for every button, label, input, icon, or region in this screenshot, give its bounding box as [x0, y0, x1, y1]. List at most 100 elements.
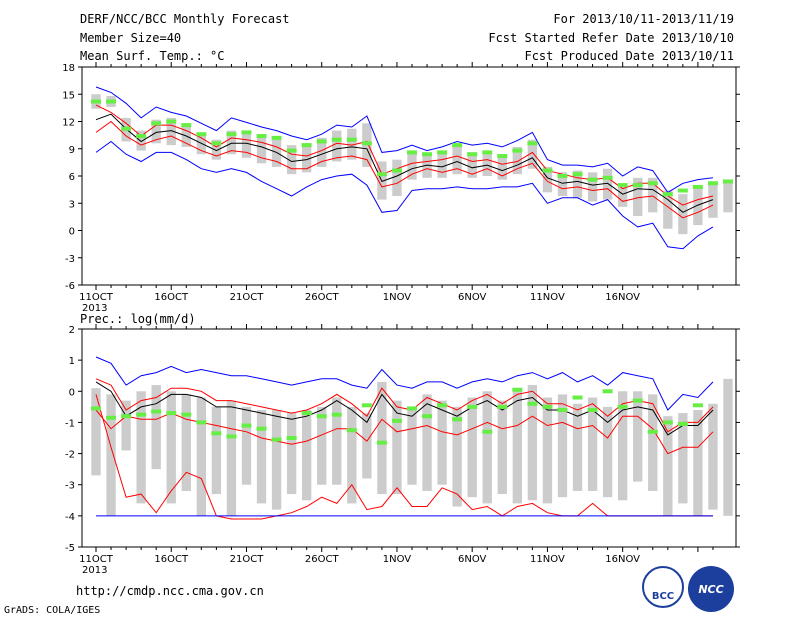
prec-box — [286, 413, 297, 495]
temp-box — [512, 146, 522, 175]
temp-box — [618, 183, 628, 207]
temp-box — [587, 172, 598, 202]
prec-box — [226, 400, 237, 516]
temp-ytick-label: 9 — [69, 145, 75, 156]
temp-box — [256, 134, 267, 164]
prec-box — [317, 406, 327, 485]
temp-obs-marker — [557, 174, 568, 178]
prec-obs-marker — [241, 423, 252, 428]
temp-box — [286, 145, 297, 175]
prec-box — [648, 394, 658, 491]
prec-box — [362, 413, 372, 479]
prec-xtick-label: 16NOV — [605, 554, 640, 565]
temp-box — [557, 172, 568, 196]
temp-ytick-label: 15 — [62, 90, 75, 101]
temp-box — [497, 154, 507, 180]
prec-xtick-label: 21OCT — [230, 554, 265, 565]
temp-ytick-label: 12 — [62, 118, 75, 129]
temp-box — [467, 152, 477, 178]
temp-box — [226, 130, 237, 155]
prec-box — [723, 378, 733, 516]
temp-obs-marker — [286, 148, 297, 153]
temp-box — [602, 168, 613, 200]
temp-obs-marker — [331, 137, 342, 142]
temp-obs-marker — [497, 154, 508, 159]
temp-obs-marker — [542, 168, 553, 173]
temp-obs-marker — [226, 132, 237, 137]
prec-ytick-label: -1 — [65, 418, 75, 429]
temp-obs-marker — [707, 181, 718, 186]
prec-box — [302, 409, 312, 501]
temp-obs-marker — [572, 172, 583, 177]
prec-box — [633, 391, 643, 482]
temp-obs-marker — [452, 143, 463, 148]
prec-obs-marker — [196, 420, 207, 425]
prec-box — [467, 397, 477, 498]
prec-obs-marker — [632, 398, 643, 403]
prec-box — [136, 391, 146, 504]
prec-obs-marker — [91, 406, 101, 411]
temp-box — [693, 186, 703, 226]
temp-obs-marker — [151, 121, 162, 126]
temp-xtick-label: 16OCT — [154, 292, 189, 303]
prec-obs-marker — [316, 414, 327, 419]
prec-box — [181, 394, 191, 491]
temp-obs-marker — [376, 172, 387, 177]
temp-obs-marker — [346, 137, 357, 142]
temp-box — [302, 143, 312, 173]
prec-box — [512, 391, 522, 504]
prec-box — [602, 406, 613, 498]
temp-box — [708, 183, 718, 218]
prec-xtick-label: 11NOV — [530, 554, 565, 565]
temp-ytick-label: 6 — [69, 172, 75, 183]
prec-box — [663, 416, 673, 516]
prec-frame — [81, 328, 737, 548]
temp-ytick-label: -3 — [65, 254, 75, 265]
temp-obs-marker — [602, 175, 613, 180]
prec-ytick-label: 0 — [69, 387, 75, 398]
prec-obs-marker — [391, 418, 402, 423]
prec-obs-marker — [692, 403, 703, 408]
prec-box — [437, 400, 447, 485]
temp-obs-marker — [512, 148, 523, 153]
temp-ytick-label: -6 — [65, 281, 75, 292]
prec-obs-marker — [121, 414, 132, 419]
temp-box — [317, 137, 327, 167]
prec-xtick-label: 16OCT — [154, 554, 189, 565]
temp-obs-marker — [256, 134, 267, 139]
prec-box — [241, 406, 252, 485]
temp-box — [527, 139, 538, 169]
temp-box — [407, 150, 417, 180]
temp-xtick-label: 11NOV — [530, 292, 565, 303]
prec-obs-marker — [361, 403, 372, 408]
temp-xtick-label: 6NOV — [458, 292, 487, 303]
prec-box — [121, 400, 131, 451]
temp-obs-marker — [166, 119, 177, 124]
fcst-started-label: Fcst Started Refer Date 2013/10/10 — [488, 31, 734, 45]
temp-box — [181, 123, 191, 147]
prec-obs-marker — [271, 437, 282, 442]
temp-box — [332, 130, 342, 162]
temp-box — [663, 190, 673, 229]
prec-ytick-label: -5 — [65, 543, 75, 554]
temp-obs-marker — [301, 143, 312, 148]
temp-xtick-label: 1NOV — [383, 292, 412, 303]
member-size-label: Member Size=40 — [80, 31, 182, 45]
prec-obs-marker — [452, 417, 463, 422]
prec-ytick-label: -2 — [65, 450, 75, 461]
temp-obs-marker — [482, 150, 493, 155]
temp-ytick-label: 18 — [62, 63, 75, 74]
prec-obs-marker — [407, 406, 417, 411]
prec-obs-marker — [527, 401, 538, 406]
temp-obs-marker — [196, 132, 207, 137]
prec-xtick-label: 26OCT — [305, 554, 340, 565]
prec-ytick-label: -3 — [65, 481, 75, 492]
temp-obs-marker — [136, 134, 147, 139]
prec-box — [482, 391, 492, 504]
temp-box — [211, 139, 222, 160]
temp-xtick-label: 21OCT — [230, 292, 265, 303]
temp-obs-marker — [677, 188, 688, 193]
prec-xtick-label: 1NOV — [383, 554, 412, 565]
temp-obs-marker — [662, 192, 673, 197]
prec-box — [618, 391, 628, 501]
